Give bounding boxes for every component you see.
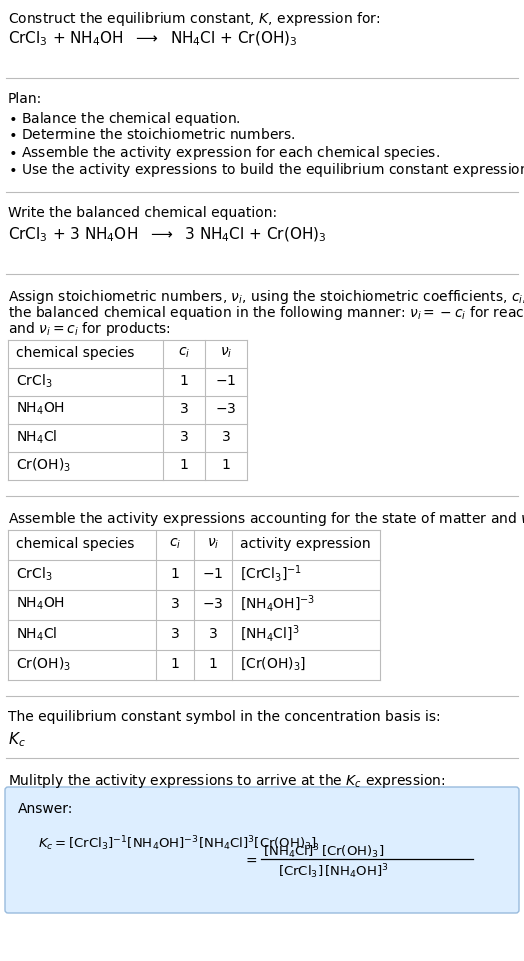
Text: 1: 1 xyxy=(180,374,189,388)
Text: NH$_4$OH: NH$_4$OH xyxy=(16,596,65,612)
Text: 3: 3 xyxy=(171,597,179,611)
Text: $-1$: $-1$ xyxy=(202,567,224,581)
Text: $\nu_i$: $\nu_i$ xyxy=(207,537,219,552)
Text: $[\mathrm{NH_4Cl}]^3 \, [\mathrm{Cr(OH)_3}]$: $[\mathrm{NH_4Cl}]^3 \, [\mathrm{Cr(OH)_… xyxy=(263,842,384,861)
Text: 3: 3 xyxy=(180,430,188,444)
Text: 3: 3 xyxy=(180,402,188,416)
Text: CrCl$_3$ + 3 NH$_4$OH  $\longrightarrow$  3 NH$_4$Cl + Cr(OH)$_3$: CrCl$_3$ + 3 NH$_4$OH $\longrightarrow$ … xyxy=(8,226,326,244)
Text: the balanced chemical equation in the following manner: $\nu_i = -c_i$ for react: the balanced chemical equation in the fo… xyxy=(8,304,524,322)
Text: $\bullet$ Balance the chemical equation.: $\bullet$ Balance the chemical equation. xyxy=(8,110,241,128)
Text: Cr(OH)$_3$: Cr(OH)$_3$ xyxy=(16,655,71,673)
Text: $[\mathrm{CrCl_3}]^{-1}$: $[\mathrm{CrCl_3}]^{-1}$ xyxy=(240,564,302,584)
Text: $c_i$: $c_i$ xyxy=(169,537,181,552)
Text: $K_c = [\mathrm{CrCl_3}]^{-1} [\mathrm{NH_4OH}]^{-3} [\mathrm{NH_4Cl}]^3 [\mathr: $K_c = [\mathrm{CrCl_3}]^{-1} [\mathrm{N… xyxy=(38,834,317,852)
Text: 1: 1 xyxy=(209,657,217,671)
Text: Construct the equilibrium constant, $K$, expression for:: Construct the equilibrium constant, $K$,… xyxy=(8,10,380,28)
Text: CrCl$_3$: CrCl$_3$ xyxy=(16,372,52,390)
Text: CrCl$_3$ + NH$_4$OH  $\longrightarrow$  NH$_4$Cl + Cr(OH)$_3$: CrCl$_3$ + NH$_4$OH $\longrightarrow$ NH… xyxy=(8,30,298,48)
Text: Assign stoichiometric numbers, $\nu_i$, using the stoichiometric coefficients, $: Assign stoichiometric numbers, $\nu_i$, … xyxy=(8,288,524,306)
Text: $=$: $=$ xyxy=(243,853,258,867)
Text: chemical species: chemical species xyxy=(16,537,134,551)
Text: 1: 1 xyxy=(222,458,231,472)
Text: $[\mathrm{NH_4Cl}]^3$: $[\mathrm{NH_4Cl}]^3$ xyxy=(240,624,299,644)
Text: Cr(OH)$_3$: Cr(OH)$_3$ xyxy=(16,456,71,474)
Text: 1: 1 xyxy=(180,458,189,472)
Text: $\bullet$ Use the activity expressions to build the equilibrium constant express: $\bullet$ Use the activity expressions t… xyxy=(8,161,524,179)
Text: $-1$: $-1$ xyxy=(215,374,237,388)
Text: $\nu_i$: $\nu_i$ xyxy=(220,346,232,360)
Text: 3: 3 xyxy=(171,627,179,641)
Text: 3: 3 xyxy=(209,627,217,641)
Text: 1: 1 xyxy=(171,567,179,581)
Text: Assemble the activity expressions accounting for the state of matter and $\nu_i$: Assemble the activity expressions accoun… xyxy=(8,510,524,528)
Text: CrCl$_3$: CrCl$_3$ xyxy=(16,565,52,582)
Text: 1: 1 xyxy=(171,657,179,671)
Text: $K_c$: $K_c$ xyxy=(8,730,26,749)
Text: Answer:: Answer: xyxy=(18,802,73,816)
Text: Plan:: Plan: xyxy=(8,92,42,106)
Text: $\bullet$ Determine the stoichiometric numbers.: $\bullet$ Determine the stoichiometric n… xyxy=(8,127,296,142)
Text: Mulitply the activity expressions to arrive at the $K_c$ expression:: Mulitply the activity expressions to arr… xyxy=(8,772,445,790)
Text: $-3$: $-3$ xyxy=(215,402,237,416)
Text: NH$_4$Cl: NH$_4$Cl xyxy=(16,626,57,643)
Text: $\bullet$ Assemble the activity expression for each chemical species.: $\bullet$ Assemble the activity expressi… xyxy=(8,144,440,162)
Text: activity expression: activity expression xyxy=(240,537,370,551)
Text: $[\mathrm{Cr(OH)_3}]$: $[\mathrm{Cr(OH)_3}]$ xyxy=(240,655,306,673)
Text: chemical species: chemical species xyxy=(16,346,134,360)
Text: $c_i$: $c_i$ xyxy=(178,346,190,360)
Text: and $\nu_i = c_i$ for products:: and $\nu_i = c_i$ for products: xyxy=(8,320,171,338)
Text: Write the balanced chemical equation:: Write the balanced chemical equation: xyxy=(8,206,277,220)
Text: NH$_4$OH: NH$_4$OH xyxy=(16,401,65,417)
Text: NH$_4$Cl: NH$_4$Cl xyxy=(16,429,57,446)
Text: 3: 3 xyxy=(222,430,231,444)
Text: $-3$: $-3$ xyxy=(202,597,224,611)
FancyBboxPatch shape xyxy=(5,787,519,913)
Text: $[\mathrm{NH_4OH}]^{-3}$: $[\mathrm{NH_4OH}]^{-3}$ xyxy=(240,594,315,614)
Text: $[\mathrm{CrCl_3}] \, [\mathrm{NH_4OH}]^3$: $[\mathrm{CrCl_3}] \, [\mathrm{NH_4OH}]^… xyxy=(278,862,389,880)
Text: The equilibrium constant symbol in the concentration basis is:: The equilibrium constant symbol in the c… xyxy=(8,710,441,724)
